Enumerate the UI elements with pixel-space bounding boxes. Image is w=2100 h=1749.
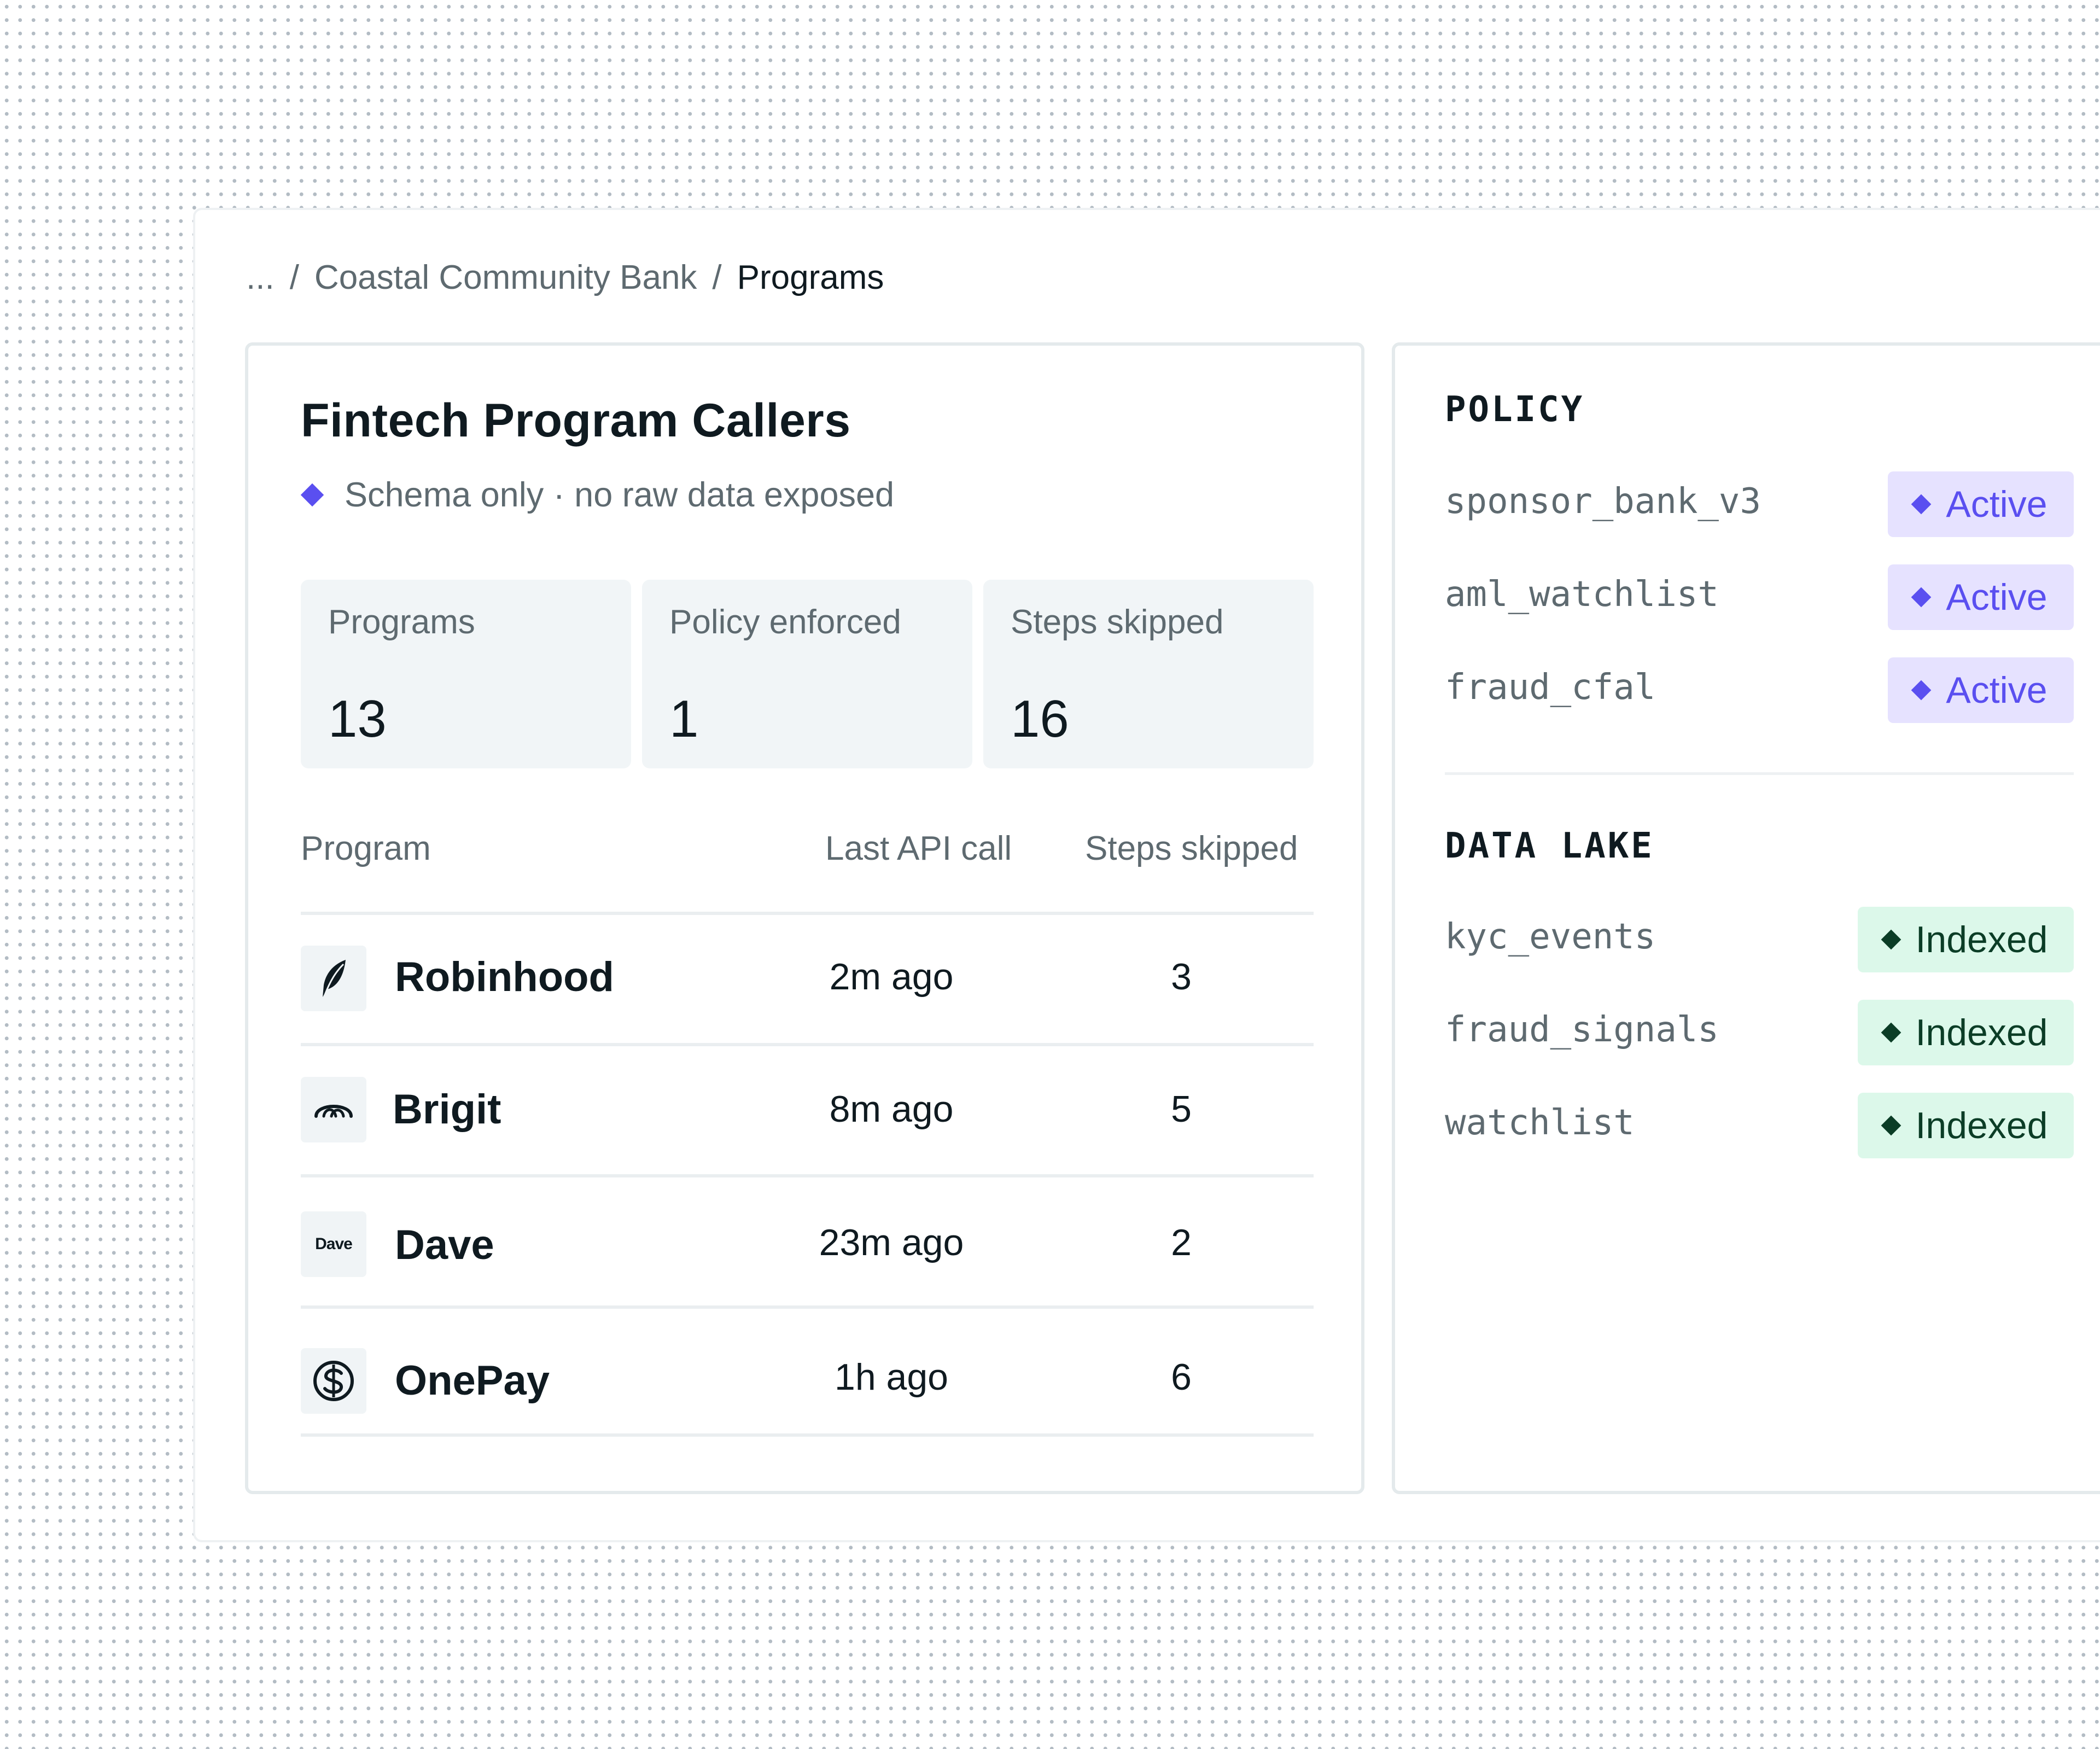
table-row[interactable]: Robinhood 2m ago 3 [301, 912, 1314, 1043]
status-badge[interactable]: Active [1888, 471, 2074, 537]
data-source-name: fraud_signals [1445, 1010, 1719, 1050]
schema-note: Schema only · no raw data exposed [300, 470, 895, 520]
status-text: Indexed [1915, 1012, 2048, 1053]
dave-logo-icon: Dave [301, 1211, 366, 1277]
feather-icon [301, 946, 366, 1011]
last-api-call: 2m ago [829, 956, 954, 998]
stat-label: Programs [328, 603, 475, 641]
status-badge[interactable]: Indexed [1858, 1093, 2074, 1158]
status-badge[interactable]: Active [1888, 564, 2074, 630]
column-header-last-call[interactable]: Last API call [825, 830, 1012, 867]
breadcrumb-current: Programs [737, 258, 884, 296]
status-text: Active [1946, 576, 2048, 618]
last-api-call: 8m ago [829, 1088, 954, 1130]
table-row[interactable]: Brigit 8m ago 5 [301, 1043, 1314, 1174]
last-api-call: 23m ago [819, 1222, 964, 1263]
onepay-logo-icon [301, 1348, 366, 1414]
stat-value: 16 [1011, 690, 1069, 748]
status-diamond-icon [1911, 680, 1932, 701]
dave-logo-text: Dave [315, 1235, 353, 1253]
table-row[interactable]: OnePay 1h ago 6 [301, 1305, 1314, 1437]
status-badge[interactable]: Indexed [1858, 1000, 2074, 1065]
data-source-name: kyc_events [1445, 917, 1656, 957]
stat-value: 1 [669, 690, 699, 748]
breadcrumb-separator: / [712, 258, 722, 296]
schema-note-text: Schema only · no raw data exposed [345, 476, 895, 514]
policy-name: fraud_cfal [1445, 667, 1656, 708]
stat-value: 13 [328, 690, 387, 748]
card-title: Fintech Program Callers [301, 394, 851, 447]
status-badge[interactable]: Indexed [1858, 907, 2074, 972]
program-name: Dave [395, 1222, 494, 1268]
breadcrumb-bank-link[interactable]: Coastal Community Bank [314, 258, 697, 296]
program-callers-card: Fintech Program Callers Schema only · no… [245, 342, 1364, 1494]
breadcrumb-separator: / [289, 258, 299, 296]
stat-programs: Programs 13 [301, 580, 631, 768]
policy-section-title: POLICY [1445, 389, 1585, 430]
policy-name: aml_watchlist [1445, 574, 1719, 615]
steps-skipped: 5 [1171, 1088, 1192, 1130]
status-text: Active [1946, 483, 2048, 525]
status-diamond-icon [1911, 587, 1932, 608]
brigit-logo-icon [301, 1077, 366, 1142]
column-header-steps[interactable]: Steps skipped [1085, 830, 1298, 867]
policy-name: sponsor_bank_v3 [1445, 481, 1761, 522]
stat-label: Policy enforced [669, 603, 901, 641]
steps-skipped: 3 [1171, 956, 1192, 998]
data-lake-section-title: DATA LAKE [1445, 826, 1654, 866]
breadcrumb: ... / Coastal Community Bank / Programs [246, 253, 884, 302]
steps-skipped: 6 [1171, 1356, 1192, 1398]
status-diamond-icon [1881, 929, 1901, 950]
stat-label: Steps skipped [1011, 603, 1224, 641]
status-text: Active [1946, 669, 2048, 711]
program-name: Robinhood [395, 954, 614, 1000]
section-divider [1445, 772, 2074, 775]
status-diamond-icon [1911, 494, 1932, 515]
status-diamond-icon [1881, 1022, 1901, 1043]
program-name: Brigit [393, 1086, 501, 1133]
last-api-call: 1h ago [835, 1356, 948, 1398]
schema-diamond-icon [300, 483, 324, 507]
status-text: Indexed [1915, 1105, 2048, 1146]
program-name: OnePay [395, 1357, 550, 1404]
steps-skipped: 2 [1171, 1222, 1192, 1263]
status-text: Indexed [1915, 919, 2048, 960]
status-badge[interactable]: Active [1888, 657, 2074, 723]
status-diamond-icon [1881, 1115, 1901, 1136]
data-source-name: watchlist [1445, 1103, 1635, 1143]
breadcrumb-ellipsis[interactable]: ... [246, 258, 275, 296]
stat-policy-enforced: Policy enforced 1 [642, 580, 972, 768]
stat-steps-skipped: Steps skipped 16 [983, 580, 1314, 768]
table-row[interactable]: Dave Dave 23m ago 2 [301, 1174, 1314, 1305]
column-header-program[interactable]: Program [301, 830, 431, 867]
